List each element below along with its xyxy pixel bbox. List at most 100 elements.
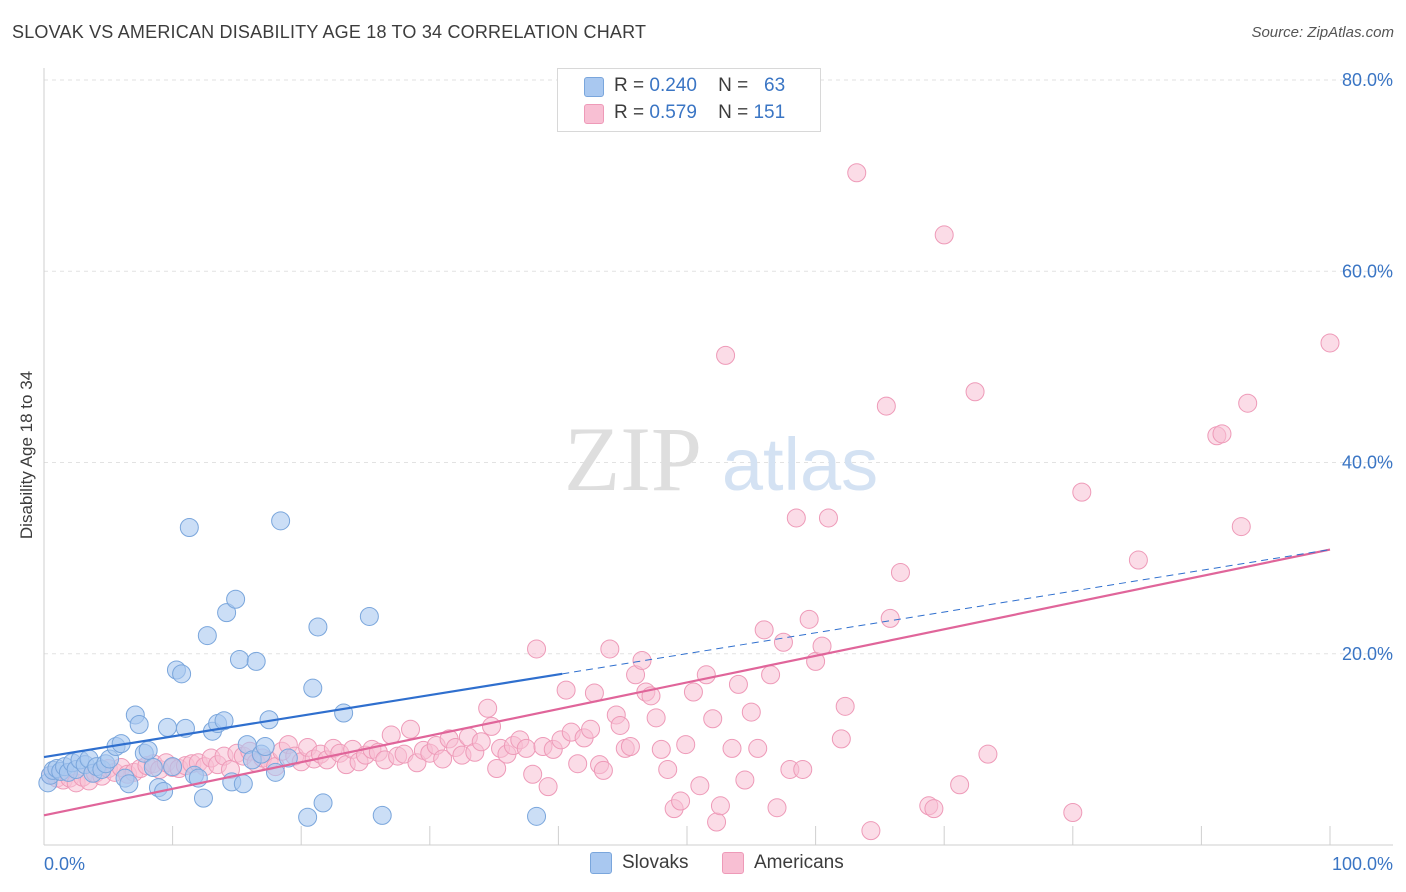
slovak-point: [172, 664, 192, 684]
slovak-point: [372, 805, 392, 825]
slovak-point: [214, 711, 234, 731]
slovak-point: [119, 774, 139, 794]
correlation-legend: R = 0.240 N = 63 R = 0.579 N = 151: [557, 68, 821, 132]
american-point: [890, 562, 910, 582]
r-label: R =: [614, 75, 645, 96]
american-point: [847, 163, 867, 183]
slovak-point: [271, 511, 291, 531]
y-axis-label: Disability Age 18 to 34: [17, 370, 36, 540]
americans-swatch: [584, 104, 604, 124]
slovak-point: [233, 774, 253, 794]
american-point: [632, 650, 652, 670]
n-label: N =: [718, 75, 749, 96]
american-point: [401, 719, 421, 739]
american-point: [748, 738, 768, 758]
american-point: [773, 632, 793, 652]
y-tick-label: 60.0%: [1342, 261, 1393, 281]
american-point: [593, 760, 613, 780]
american-point: [703, 709, 723, 729]
american-point: [690, 776, 710, 796]
american-point: [754, 620, 774, 640]
american-point: [620, 737, 640, 757]
americans-legend-swatch: [722, 852, 744, 874]
slovaks-r-value: 0.240: [649, 75, 697, 96]
y-tick-label: 20.0%: [1342, 644, 1393, 664]
american-point: [600, 639, 620, 659]
american-point: [861, 821, 881, 841]
american-point: [581, 719, 601, 739]
slovak-point: [143, 758, 163, 778]
american-point: [696, 665, 716, 685]
american-point: [880, 608, 900, 628]
american-point: [965, 382, 985, 402]
tick-labels: 20.0% 40.0% 60.0% 80.0% 0.0% 100.0%: [44, 70, 1393, 874]
watermark: ZIP atlas: [564, 408, 878, 510]
american-point: [924, 799, 944, 819]
slovak-point: [138, 740, 158, 760]
american-point: [482, 716, 502, 736]
slovaks-swatch: [584, 77, 604, 97]
slovaks-trend-extension: [562, 549, 1331, 675]
american-point: [1238, 393, 1258, 413]
trend-lines: [43, 548, 1331, 817]
americans-legend-label: Americans: [754, 852, 844, 873]
american-point: [710, 796, 730, 816]
american-point: [735, 770, 755, 790]
x-tick-label: 0.0%: [44, 854, 85, 874]
american-point: [1063, 802, 1083, 822]
slovak-point: [163, 757, 183, 777]
y-tick-label: 40.0%: [1342, 453, 1393, 473]
slovak-point: [313, 793, 333, 813]
american-point: [676, 735, 696, 755]
american-point: [950, 775, 970, 795]
american-point: [761, 665, 781, 685]
y-tick-label: 80.0%: [1342, 70, 1393, 90]
american-point: [556, 680, 576, 700]
american-point: [799, 609, 819, 629]
american-point: [716, 345, 736, 365]
american-point: [1231, 517, 1251, 537]
slovak-point: [359, 606, 379, 626]
american-point: [651, 739, 671, 759]
american-point: [818, 508, 838, 528]
american-point: [1128, 550, 1148, 570]
american-point: [728, 674, 748, 694]
american-point: [1320, 333, 1340, 353]
slovak-point: [527, 806, 547, 826]
slovak-point: [157, 717, 177, 737]
slovaks-legend-swatch: [590, 852, 612, 874]
chart-title: SLOVAK VS AMERICAN DISABILITY AGE 18 TO …: [12, 22, 647, 42]
slovak-point: [197, 626, 217, 646]
american-point: [471, 732, 491, 752]
x-axis: [44, 826, 1393, 846]
american-point: [835, 696, 855, 716]
american-point: [538, 777, 558, 797]
slovak-point: [129, 715, 149, 735]
american-point: [876, 396, 896, 416]
slovak-point: [308, 617, 328, 637]
americans-trend-line: [43, 548, 1331, 817]
american-point: [934, 225, 954, 245]
slovak-point: [303, 678, 323, 698]
american-point: [741, 702, 761, 722]
american-point: [767, 798, 787, 818]
slovak-point: [278, 748, 298, 768]
slovak-point: [255, 737, 275, 757]
american-point: [671, 791, 691, 811]
slovak-point: [193, 788, 213, 808]
x-tick-label: 100.0%: [1332, 854, 1393, 874]
american-point: [487, 759, 507, 778]
american-point: [707, 812, 727, 832]
american-point: [433, 749, 453, 769]
slovaks-n-value: 63: [764, 75, 786, 96]
american-point: [1212, 424, 1232, 444]
american-point: [658, 759, 678, 779]
slovak-point: [179, 518, 199, 538]
american-point: [793, 759, 813, 779]
slovaks-trend-line: [43, 672, 563, 759]
american-point: [831, 729, 851, 749]
american-point: [1072, 482, 1092, 502]
slovak-point: [229, 649, 249, 669]
watermark-atlas: atlas: [722, 423, 878, 506]
